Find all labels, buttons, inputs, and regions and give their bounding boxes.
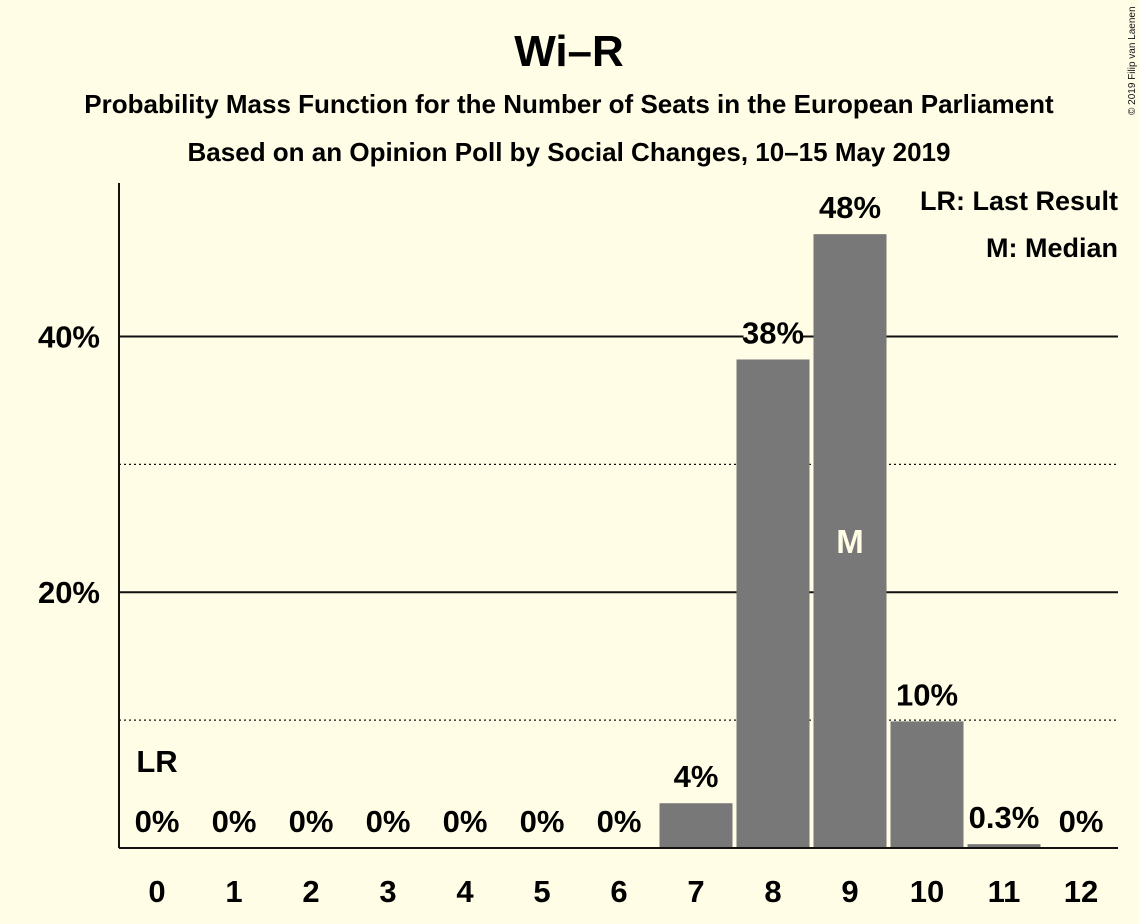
data-label-8: 38% [742, 315, 804, 350]
x-tick-label: 8 [764, 874, 781, 909]
chart-subtitle-line-2: Based on an Opinion Poll by Social Chang… [188, 137, 951, 167]
bar-7 [659, 803, 733, 848]
data-label-1: 0% [212, 804, 257, 839]
x-tick-label: 2 [302, 874, 319, 909]
chart-subtitle-line-1: Probability Mass Function for the Number… [84, 89, 1054, 119]
x-tick-label: 0 [148, 874, 165, 909]
legend-median: M: Median [986, 233, 1118, 263]
data-label-background [820, 190, 880, 227]
bar-11 [967, 844, 1041, 848]
bar-9 [813, 234, 887, 849]
data-label-0: 0% [135, 804, 180, 839]
x-tick-label: 3 [379, 874, 396, 909]
data-label-9: 48% [819, 190, 881, 225]
data-labels: 0% 0% 0% 0% 0% 0% 0% 4% 38% 48% 10% 0.3% 0% [135, 190, 1104, 839]
x-tick-label: 4 [456, 874, 474, 909]
median-marker: M [836, 523, 864, 560]
data-label-3: 0% [366, 804, 411, 839]
x-tick-label: 12 [1064, 874, 1098, 909]
axes: 0 1 2 3 4 5 6 7 8 9 10 11 12 [118, 183, 1118, 909]
markers: LR M [136, 523, 863, 779]
bar-10 [890, 721, 964, 848]
legend-last-result: LR: Last Result [920, 186, 1118, 216]
x-tick-label: 5 [533, 874, 550, 909]
data-label-4: 0% [443, 804, 488, 839]
x-tick-label: 1 [225, 874, 242, 909]
data-label-7: 4% [674, 759, 719, 794]
gridlines: 20% 40% [38, 319, 1118, 721]
x-tick-label: 10 [910, 874, 944, 909]
data-label-background [743, 315, 803, 352]
data-label-5: 0% [520, 804, 565, 839]
data-label-6: 0% [597, 804, 642, 839]
x-tick-label: 11 [988, 874, 1021, 909]
data-label-12: 0% [1059, 804, 1104, 839]
y-tick-label: 20% [38, 575, 100, 610]
x-tick-label: 7 [687, 874, 704, 909]
data-label-10: 10% [896, 677, 958, 712]
x-tick-label: 6 [610, 874, 627, 909]
x-tick-label: 9 [841, 874, 858, 909]
chart-title: Wi–R [514, 27, 624, 76]
data-label-11: 0.3% [969, 800, 1040, 835]
copyright-credit: © 2019 Filip van Laenen [1127, 6, 1138, 115]
bar-8 [736, 359, 810, 848]
y-tick-label: 40% [38, 319, 100, 354]
last-result-marker: LR [136, 744, 177, 779]
data-label-2: 0% [289, 804, 334, 839]
bars [659, 234, 1041, 849]
